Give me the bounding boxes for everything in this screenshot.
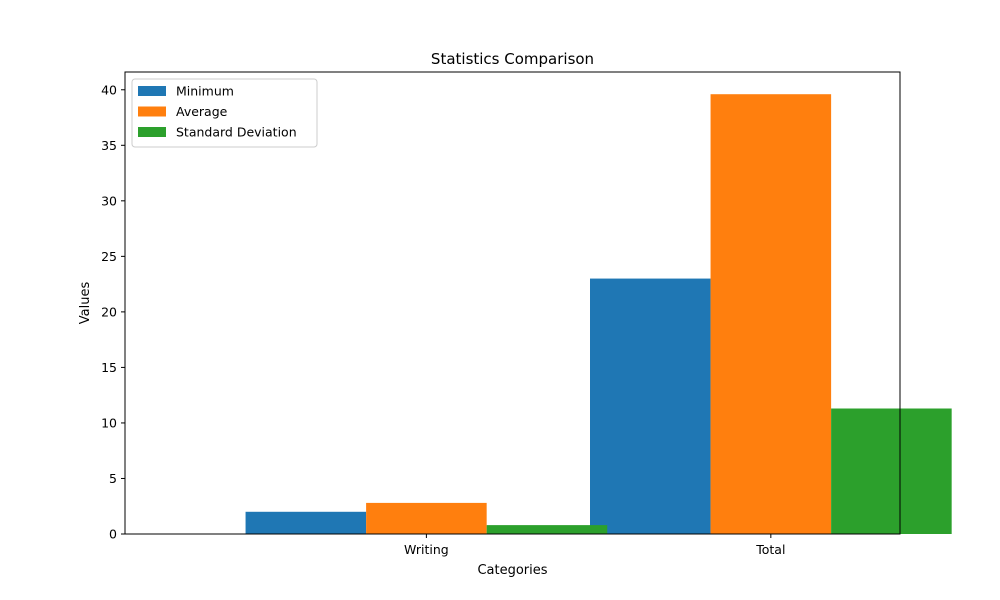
legend-swatch-minimum [138,86,166,96]
x-tick-label-writing: Writing [404,542,449,557]
bar-minimum-writing [245,511,367,534]
bar-average-writing [366,502,487,534]
y-axis: 0 5 10 15 20 25 30 35 40 [101,82,125,542]
x-tick-label-total: Total [755,542,785,557]
y-tick-label-20: 20 [101,304,117,319]
bar-standard-deviation-total [831,408,952,534]
y-tick-label-10: 10 [101,415,117,430]
legend-label-minimum: Minimum [176,84,234,99]
chart-title: Statistics Comparison [431,50,594,68]
y-axis-label: Values [78,282,93,325]
x-axis-label: Categories [477,563,547,578]
legend-label-standard-deviation: Standard Deviation [176,125,297,140]
bar-minimum-total [590,278,711,534]
y-tick-label-30: 30 [101,193,117,208]
legend: Minimum Average Standard Deviation [131,78,318,148]
legend-swatch-average [138,106,166,117]
y-tick-label-25: 25 [101,249,117,264]
legend-swatch-standard-deviation [138,127,166,137]
y-tick-label-15: 15 [101,360,117,375]
y-tick-label-5: 5 [109,471,117,486]
x-axis: Writing Total [404,534,785,557]
y-tick-label-0: 0 [109,527,117,542]
bar-average-total [710,94,832,535]
bars-group [245,94,952,535]
y-tick-label-40: 40 [101,82,117,97]
legend-label-average: Average [176,104,228,119]
bar-standard-deviation-writing [486,525,608,534]
plot-area-frame [124,71,901,535]
y-tick-label-35: 35 [101,138,117,153]
legend-box [131,78,318,148]
